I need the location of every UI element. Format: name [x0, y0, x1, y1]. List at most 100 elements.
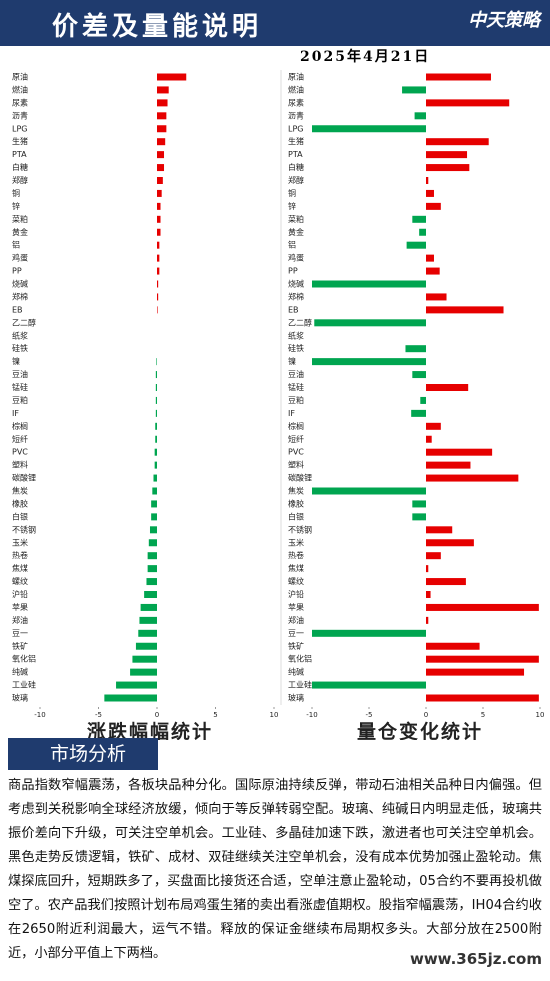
- category-label: IF: [12, 409, 19, 418]
- page-title: 价差及量能说明: [52, 12, 263, 42]
- category-label: PVC: [12, 448, 28, 457]
- bar: [406, 241, 426, 249]
- bar: [157, 254, 160, 262]
- bar: [426, 164, 470, 172]
- bar: [426, 422, 441, 430]
- category-label: 郑棉: [288, 291, 304, 301]
- category-label: 纯碱: [288, 667, 304, 677]
- bar: [157, 73, 187, 81]
- bar: [144, 591, 157, 598]
- category-label: PVC: [288, 448, 304, 457]
- category-label: 烧碱: [12, 279, 28, 289]
- x-tick-label: -5: [95, 711, 102, 719]
- category-label: 豆粕: [288, 395, 304, 405]
- category-label: 苹果: [12, 602, 28, 612]
- bar: [146, 578, 157, 586]
- category-label: 工业硅: [288, 680, 312, 690]
- bar: [426, 306, 504, 314]
- bar: [426, 189, 434, 197]
- category-label: 热卷: [288, 550, 304, 560]
- bar: [426, 591, 431, 598]
- category-label: 碳酸锂: [12, 473, 36, 483]
- category-label: 橡胶: [288, 498, 304, 508]
- bar: [135, 642, 157, 650]
- category-label: 铝: [288, 240, 296, 250]
- category-label: 塑料: [288, 460, 304, 470]
- category-label: 黄金: [12, 227, 28, 237]
- bar: [412, 215, 426, 223]
- category-label: 焦炭: [12, 486, 28, 496]
- category-label: 塑料: [12, 460, 28, 470]
- category-label: 纯碱: [12, 667, 28, 677]
- category-label: 黄金: [288, 227, 304, 237]
- bar: [426, 694, 539, 702]
- category-label: 铁矿: [12, 641, 28, 651]
- bar: [116, 681, 157, 689]
- bar: [426, 254, 434, 262]
- bar: [412, 371, 426, 379]
- category-label: 郑油: [12, 615, 28, 625]
- category-label: 生猪: [288, 136, 304, 146]
- chart-title: 量仓变化统计: [357, 720, 483, 740]
- bar: [157, 86, 169, 94]
- bar: [426, 177, 429, 184]
- bar: [426, 655, 539, 663]
- bar: [156, 358, 157, 366]
- bar: [157, 99, 168, 107]
- bar: [426, 435, 432, 443]
- bar: [426, 668, 525, 676]
- bar: [155, 384, 157, 391]
- category-label: 鸡蛋: [288, 253, 304, 263]
- bar: [139, 616, 157, 624]
- date: 2025年4月21日: [300, 49, 431, 65]
- category-label: 豆粕: [12, 395, 28, 405]
- category-label: 鸡蛋: [12, 253, 28, 263]
- category-label: 氧化铝: [288, 654, 312, 664]
- category-label: 纸浆: [288, 330, 304, 340]
- category-label: 锰硅: [12, 382, 28, 392]
- bar: [312, 487, 426, 495]
- bar: [155, 422, 157, 430]
- watermark: www.365jz.com: [409, 950, 542, 968]
- bar: [138, 629, 157, 637]
- category-label: 玻璃: [288, 693, 304, 703]
- bar: [152, 487, 157, 495]
- category-label: 橡胶: [12, 498, 28, 508]
- bar: [426, 384, 469, 391]
- bar: [157, 112, 167, 120]
- category-label: 乙二醇: [12, 317, 36, 327]
- bar: [426, 151, 468, 159]
- bar: [140, 603, 157, 611]
- bar: [155, 435, 157, 443]
- x-tick-label: 5: [481, 711, 485, 719]
- category-label: 锰硅: [288, 382, 304, 392]
- bar: [314, 319, 426, 327]
- category-label: 郑醇: [288, 175, 304, 185]
- category-label: 苹果: [288, 602, 304, 612]
- category-label: 乙二醇: [288, 317, 312, 327]
- bar: [312, 125, 426, 133]
- bar: [157, 189, 162, 197]
- category-label: 热卷: [12, 550, 28, 560]
- category-label: 燃油: [288, 84, 304, 94]
- category-label: 铜: [288, 188, 296, 198]
- bar: [426, 565, 429, 573]
- category-label: 尿素: [12, 97, 28, 107]
- bar: [157, 280, 159, 288]
- category-label: LPG: [288, 124, 303, 133]
- bar: [312, 629, 426, 637]
- analysis-text: 商品指数窄幅震荡，各板块品种分化。国际原油持续反弹，带动石油相关品种日内偏强。但…: [8, 778, 542, 961]
- category-label: 菜粕: [12, 214, 28, 224]
- bar: [405, 345, 426, 353]
- category-label: 焦煤: [288, 563, 304, 573]
- category-label: 不锈钢: [12, 524, 36, 534]
- category-label: 豆一: [12, 629, 28, 638]
- category-label: 生猪: [12, 136, 28, 146]
- bar: [312, 280, 426, 288]
- bar: [153, 474, 157, 482]
- bar: [402, 86, 426, 94]
- category-label: 豆油: [288, 369, 304, 379]
- category-label: 玉米: [288, 537, 304, 547]
- category-label: 原油: [288, 72, 304, 82]
- bar: [426, 99, 510, 107]
